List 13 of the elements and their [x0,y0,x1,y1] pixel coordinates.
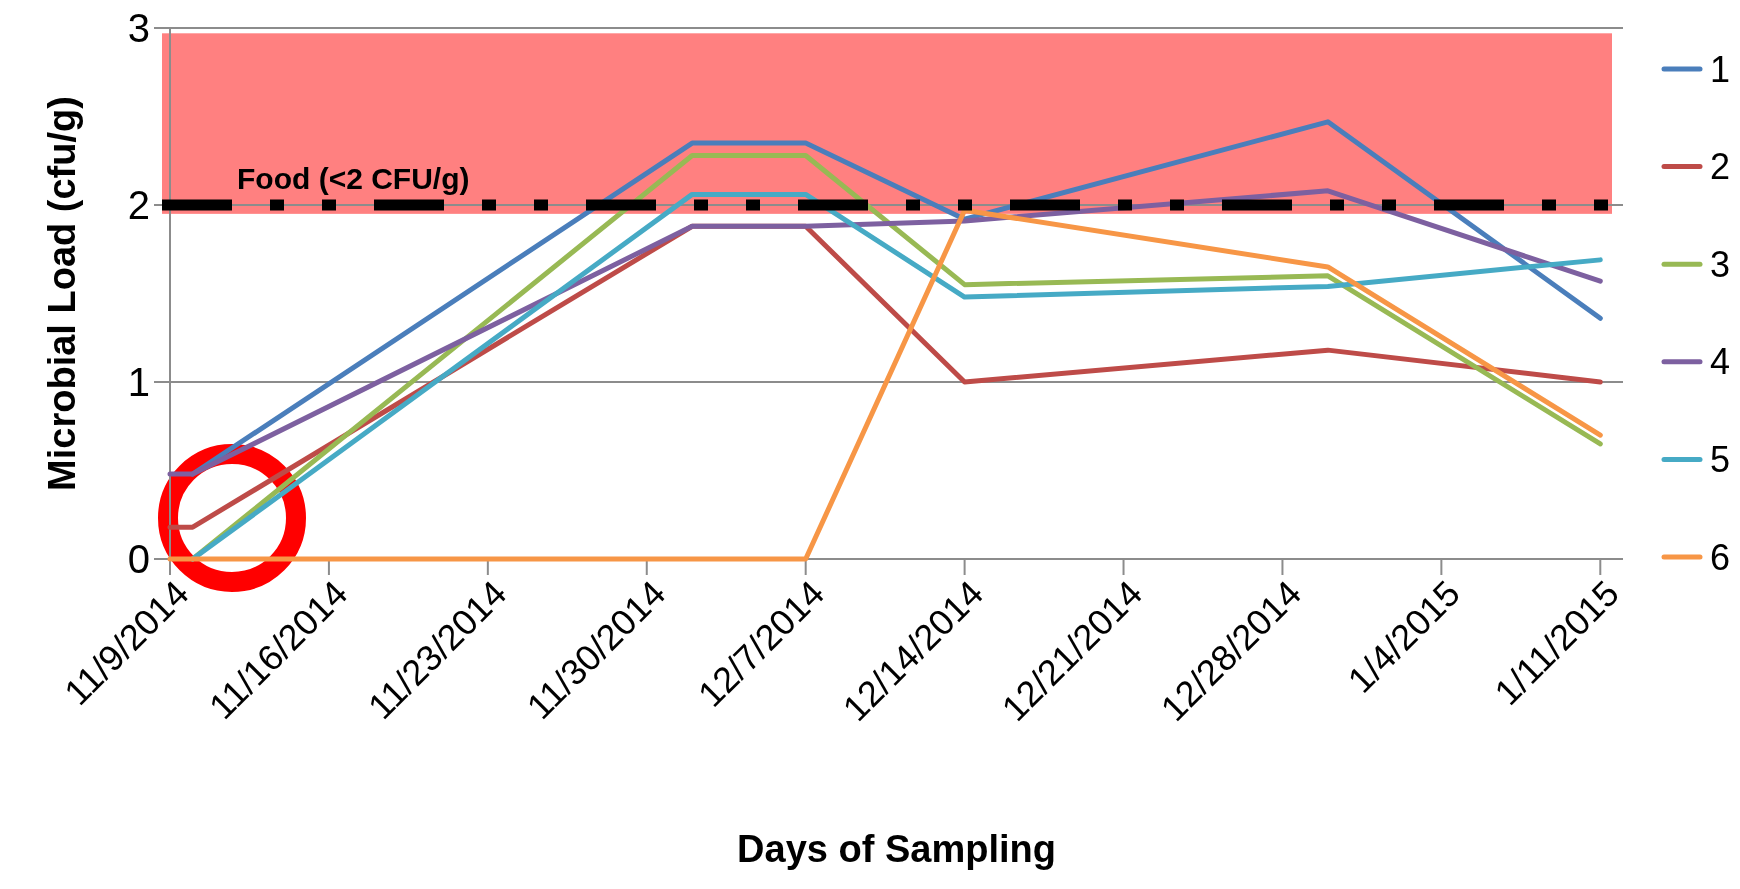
legend-label: 1 [1710,48,1731,90]
y-tick-label: 3 [127,6,150,50]
legend-label: 3 [1710,243,1731,285]
legend-label: 4 [1710,341,1731,383]
legend-label: 2 [1710,146,1731,188]
legend-label: 6 [1710,536,1731,578]
y-tick-label: 1 [127,360,150,404]
y-axis-title: Microbial Load (cfu/g) [41,96,83,491]
y-tick-label: 2 [127,183,150,227]
x-axis-title: Days of Sampling [737,828,1056,870]
y-tick-label: 0 [127,537,150,581]
ref-line-label: Food (<2 CFU/g) [237,162,470,195]
legend-label: 5 [1710,438,1731,480]
